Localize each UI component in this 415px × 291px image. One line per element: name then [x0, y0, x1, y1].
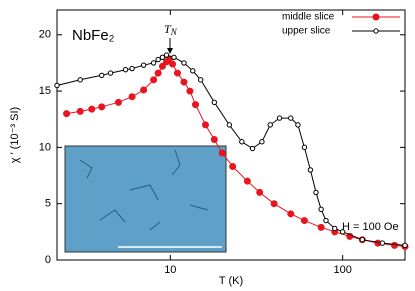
data-point	[140, 62, 147, 68]
data-point	[339, 229, 346, 235]
y-tick-label: 0	[45, 254, 51, 266]
data-point	[173, 69, 181, 77]
data-point	[211, 99, 218, 106]
annotation: H = 100 Oe	[342, 221, 399, 233]
inset-grain-boundaries	[79, 149, 209, 231]
data-point	[154, 69, 162, 77]
data-point	[99, 72, 105, 79]
data-point	[181, 60, 187, 66]
data-point	[402, 242, 408, 249]
data-point	[128, 93, 136, 101]
legend-label: upper slice	[282, 26, 331, 37]
y-tick-label: 15	[39, 85, 51, 97]
data-point	[165, 56, 173, 64]
data-point	[107, 70, 114, 76]
transition-label-main: T	[164, 22, 172, 36]
transition-label: TN	[164, 22, 178, 37]
data-point	[202, 121, 210, 129]
legend-label: middle slice	[282, 12, 335, 23]
x-tick-label: 10	[164, 264, 176, 276]
legend-marker	[373, 28, 379, 34]
data-point	[287, 210, 295, 218]
data-point	[192, 101, 200, 109]
inset-micrograph	[64, 145, 227, 253]
data-point	[313, 189, 319, 196]
data-point	[295, 122, 301, 128]
data-point	[288, 115, 294, 121]
data-point	[63, 110, 71, 118]
series-line	[56, 54, 406, 246]
data-point	[239, 139, 245, 145]
data-point	[323, 217, 329, 224]
data-point	[77, 77, 83, 83]
data-point	[243, 177, 251, 185]
data-point	[197, 77, 204, 83]
data-point	[169, 60, 177, 68]
transition-label-sub: N	[170, 27, 178, 37]
data-point	[129, 65, 135, 72]
transition-arrow-head	[167, 48, 173, 54]
x-axis-label: T (K)	[219, 275, 243, 287]
data-point	[249, 145, 256, 152]
data-point	[317, 223, 325, 231]
x-tick-label: 100	[333, 264, 351, 276]
data-point	[114, 98, 122, 106]
data-point	[163, 52, 170, 58]
data-point	[276, 115, 283, 121]
data-point	[54, 82, 60, 89]
y-axis-label: χ ′ (10⁻³ SI)	[9, 107, 21, 163]
data-point	[140, 86, 148, 94]
chart-title: NbFe₂	[72, 27, 115, 44]
data-point	[259, 139, 265, 145]
data-point	[180, 78, 188, 86]
data-point	[379, 240, 386, 246]
data-point	[155, 56, 161, 63]
data-point	[122, 66, 129, 73]
data-point	[150, 60, 157, 66]
y-tick-label: 5	[45, 198, 51, 210]
data-point	[190, 68, 196, 74]
data-point	[76, 107, 84, 115]
data-point	[150, 76, 158, 84]
data-point	[391, 241, 399, 249]
inset-image	[64, 145, 227, 253]
data-point	[256, 188, 264, 196]
plot-frame	[56, 9, 406, 261]
data-point	[332, 225, 338, 232]
data-point	[88, 105, 96, 113]
data-point	[171, 54, 177, 60]
y-tick-label: 10	[39, 141, 51, 153]
data-point	[318, 206, 324, 213]
data-point	[186, 87, 194, 95]
data-point	[98, 103, 106, 111]
data-point	[158, 62, 166, 70]
data-point	[229, 163, 237, 171]
data-point	[226, 122, 233, 128]
data-point	[300, 217, 308, 225]
legend-marker	[372, 13, 380, 21]
y-tick-label: 20	[39, 29, 51, 41]
data-point	[267, 122, 273, 128]
data-point	[218, 149, 226, 157]
data-point	[270, 200, 278, 208]
data-point	[210, 136, 218, 144]
data-point	[359, 237, 365, 243]
data-point	[307, 167, 314, 173]
data-point	[159, 54, 166, 60]
data-point	[301, 144, 308, 151]
